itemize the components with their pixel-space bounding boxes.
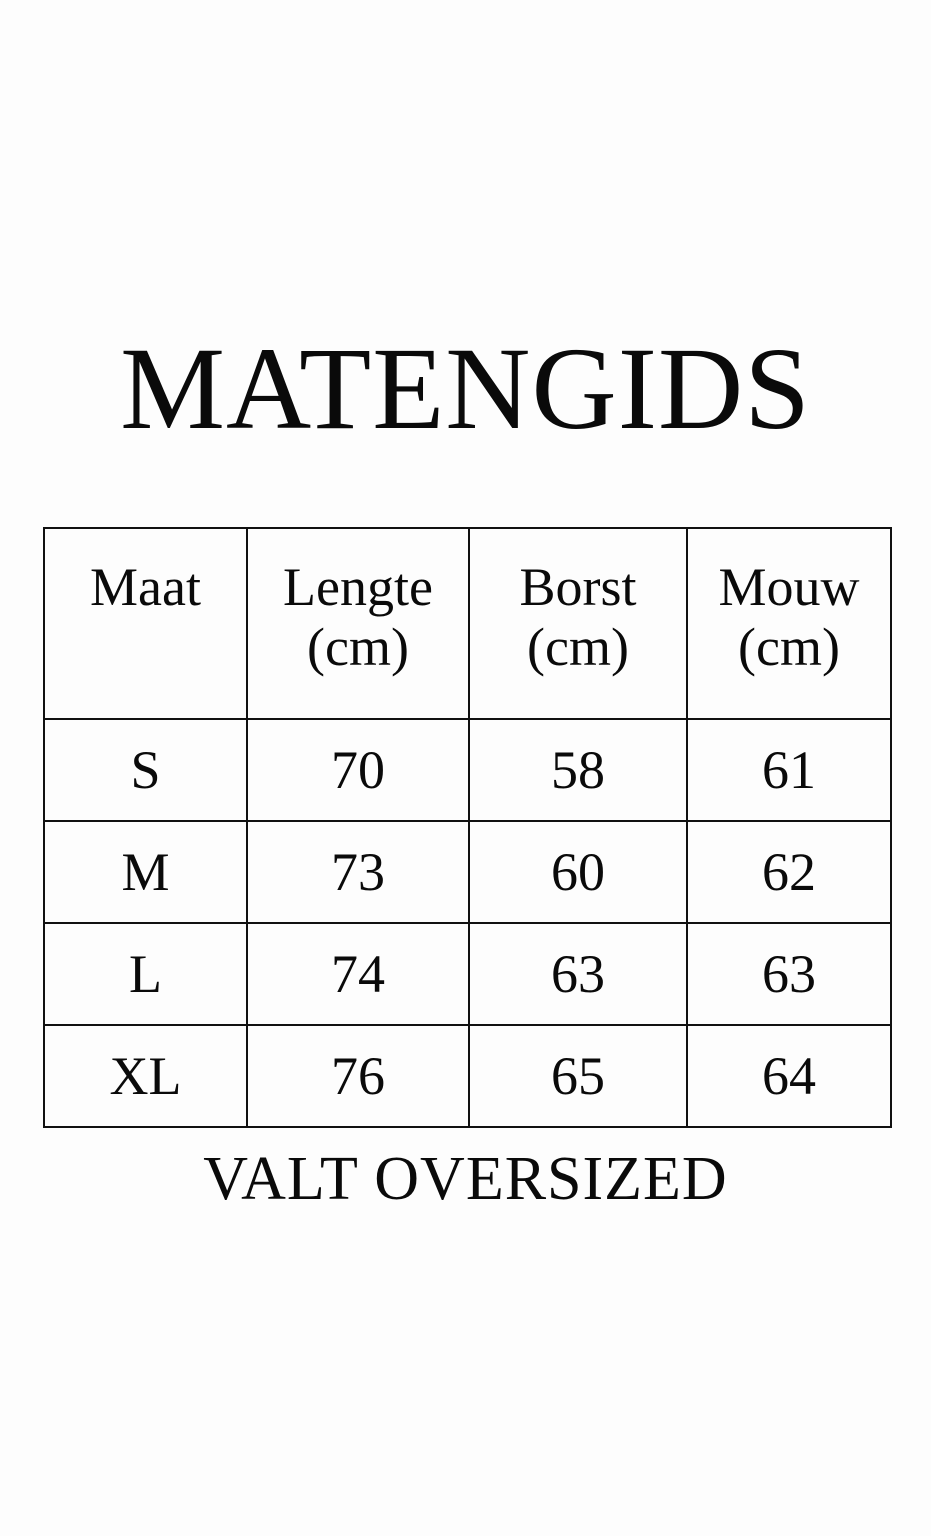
cell-maat: XL bbox=[43, 1024, 248, 1128]
column-header-lengte-label: Lengte bbox=[283, 557, 433, 617]
fit-note: VALT OVERSIZED bbox=[203, 1145, 728, 1213]
column-header-lengte-unit: (cm) bbox=[307, 617, 409, 677]
table-row: S 70 58 61 bbox=[43, 718, 892, 822]
table-body: S 70 58 61 M 73 60 62 L 74 63 63 bbox=[43, 718, 892, 1128]
column-header-borst-label: Borst bbox=[519, 557, 637, 617]
cell-lengte: 73 bbox=[246, 820, 470, 924]
column-header-borst-unit: (cm) bbox=[527, 617, 629, 677]
cell-lengte: 74 bbox=[246, 922, 470, 1026]
cell-mouw: 64 bbox=[686, 1024, 892, 1128]
size-table-container: Maat Lengte (cm) Borst (cm) Mouw (cm) bbox=[43, 527, 892, 1128]
cell-lengte: 70 bbox=[246, 718, 470, 822]
header-row: Maat Lengte (cm) Borst (cm) Mouw (cm) bbox=[43, 527, 892, 720]
table-header: Maat Lengte (cm) Borst (cm) Mouw (cm) bbox=[43, 527, 892, 720]
cell-borst: 65 bbox=[468, 1024, 688, 1128]
column-header-maat: Maat bbox=[43, 527, 248, 720]
cell-borst: 58 bbox=[468, 718, 688, 822]
cell-maat: L bbox=[43, 922, 248, 1026]
column-header-lengte: Lengte (cm) bbox=[246, 527, 470, 720]
table-row: L 74 63 63 bbox=[43, 922, 892, 1026]
column-header-mouw-label: Mouw bbox=[718, 557, 860, 617]
cell-maat: S bbox=[43, 718, 248, 822]
size-table: Maat Lengte (cm) Borst (cm) Mouw (cm) bbox=[43, 527, 892, 1128]
table-row: XL 76 65 64 bbox=[43, 1024, 892, 1128]
cell-borst: 60 bbox=[468, 820, 688, 924]
cell-mouw: 61 bbox=[686, 718, 892, 822]
cell-lengte: 76 bbox=[246, 1024, 470, 1128]
table-row: M 73 60 62 bbox=[43, 820, 892, 924]
column-header-borst: Borst (cm) bbox=[468, 527, 688, 720]
cell-borst: 63 bbox=[468, 922, 688, 1026]
cell-mouw: 63 bbox=[686, 922, 892, 1026]
cell-maat: M bbox=[43, 820, 248, 924]
column-header-mouw: Mouw (cm) bbox=[686, 527, 892, 720]
page-title: MATENGIDS bbox=[120, 323, 811, 454]
cell-mouw: 62 bbox=[686, 820, 892, 924]
column-header-mouw-unit: (cm) bbox=[738, 617, 840, 677]
column-header-maat-label: Maat bbox=[90, 557, 201, 617]
